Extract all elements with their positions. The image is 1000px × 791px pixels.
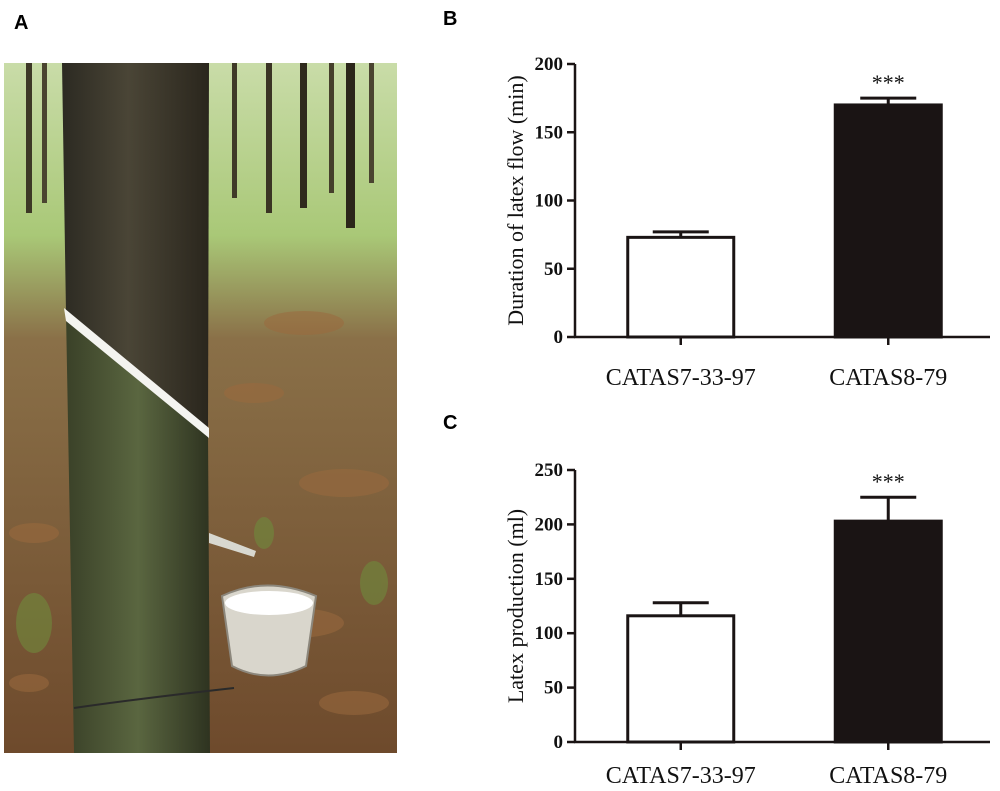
rubber-tree-photo: [4, 63, 397, 753]
x-tick-label: CATAS8-79: [829, 365, 947, 391]
significance-label: ***: [872, 70, 905, 95]
panel-label-b: B: [443, 8, 458, 30]
y-tick-label: 100: [535, 623, 564, 644]
chart-latex-flow-duration: 0 50 100 150 200 Duration of latex flow (min)…: [503, 54, 990, 391]
y-tick-label: 100: [535, 191, 564, 212]
bar-CATAS8-79: [833, 103, 943, 339]
y-tick-label: 150: [535, 122, 564, 143]
bar-CATAS8-79: [833, 519, 943, 744]
panel-label-a: A: [14, 12, 29, 34]
x-tick-label: CATAS7-33-97: [606, 365, 756, 391]
significance-label: ***: [872, 469, 905, 494]
y-axis-label: Duration of latex flow (min): [503, 75, 528, 326]
x-tick-label: CATAS8-79: [829, 763, 947, 789]
y-tick-label: 250: [535, 460, 564, 481]
y-tick-label: 200: [535, 54, 564, 75]
chart-latex-production: 0 50 100 150 200 250 Latex production (ml) CATA…: [503, 460, 990, 789]
y-tick-label: 50: [544, 259, 563, 280]
y-tick-label: 50: [544, 678, 563, 699]
y-axis-label: Latex production (ml): [503, 509, 528, 703]
panel-label-c: C: [443, 412, 458, 434]
bar-CATAS7-33-97: [626, 614, 736, 744]
y-tick-label: 200: [535, 514, 564, 535]
y-tick-label: 150: [535, 569, 564, 590]
bar-CATAS7-33-97: [626, 235, 736, 339]
y-tick-label: 0: [554, 732, 564, 753]
x-tick-label: CATAS7-33-97: [606, 763, 756, 789]
y-tick-label: 0: [554, 327, 564, 348]
